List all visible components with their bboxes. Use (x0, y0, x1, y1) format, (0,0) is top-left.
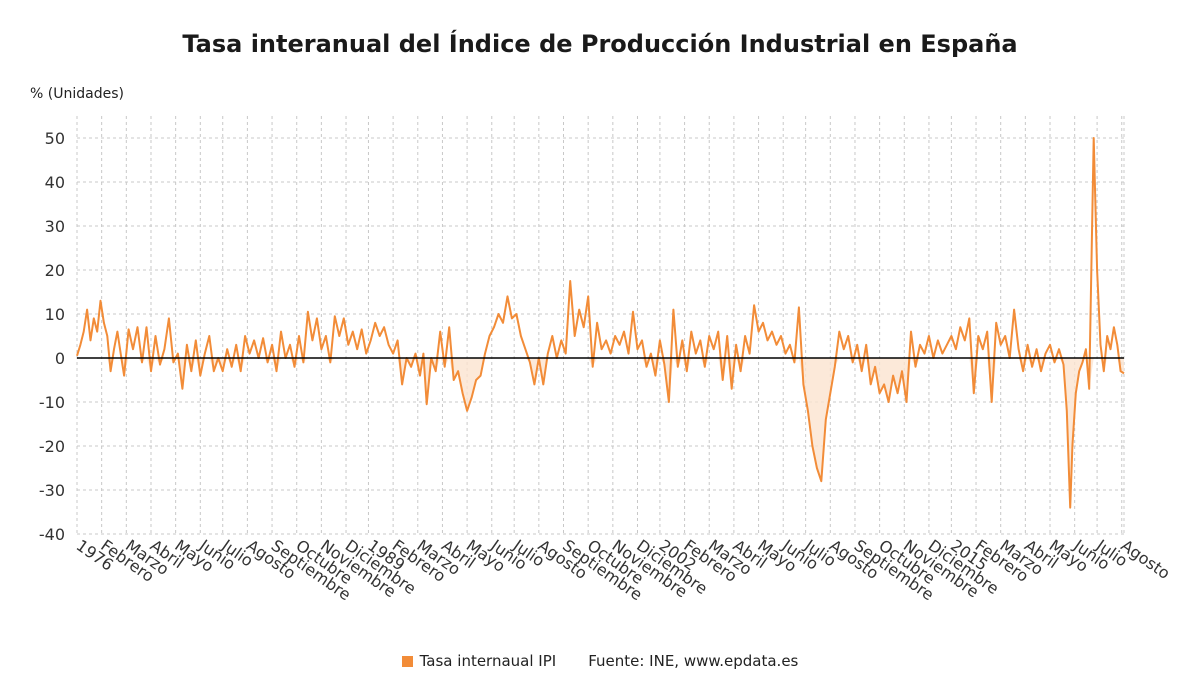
legend-swatch (401, 656, 413, 667)
y-axis-unit-label: % (Unidades) (30, 86, 124, 102)
x-axis-ticks: 1976FebreroMarzoAbrilMayoJunioJulioAgost… (73, 535, 1174, 604)
series-layer (76, 137, 1125, 509)
y-tick-label: -20 (39, 437, 65, 456)
y-tick-label: 40 (45, 173, 65, 192)
y-tick-label: 50 (45, 129, 65, 148)
y-tick-label: 10 (45, 305, 65, 324)
y-tick-label: -40 (39, 525, 65, 544)
y-tick-label: -30 (39, 481, 65, 500)
source-label: Fuente: INE, www.epdata.es (588, 652, 799, 670)
area-fill-layer (77, 358, 1124, 508)
y-axis-ticks: 50 40 30 20 10 0 -10 -20 -30 -40 (39, 129, 65, 544)
legend-series-label: Tasa internaual IPI (419, 652, 557, 670)
chart-title: Tasa interanual del Índice de Producción… (182, 30, 1018, 58)
grid-layer (76, 116, 1125, 535)
y-tick-label: 20 (45, 261, 65, 280)
y-tick-label: 0 (55, 349, 65, 368)
y-tick-label: 30 (45, 217, 65, 236)
legend: Tasa internaual IPI Fuente: INE, www.epda… (0, 652, 1200, 670)
negative-area-fill (77, 358, 1124, 508)
series-line-ipi (76, 137, 1125, 509)
y-tick-label: -10 (39, 393, 65, 412)
